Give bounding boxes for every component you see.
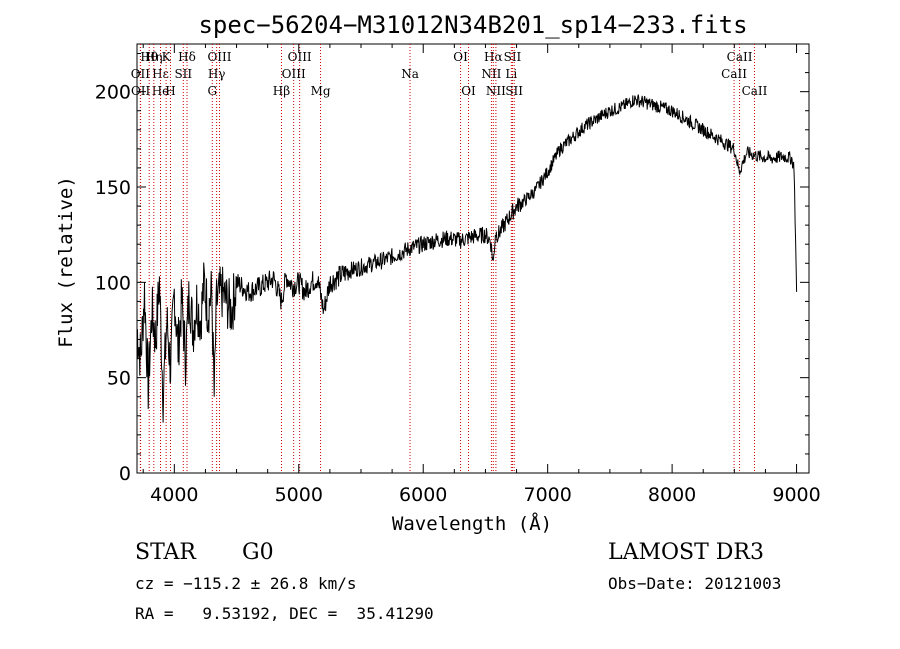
object-class: STAR [135, 540, 196, 565]
marker-label-10: OIII [207, 50, 231, 64]
marker-label-9: Hδ [178, 50, 196, 64]
x-axis-label: Wavelength (Å) [392, 512, 552, 535]
marker-label-18: OI [453, 50, 468, 64]
coordinates-readout: RA = 9.53192, DEC = 35.41290 [135, 604, 434, 623]
x-tick-label-1: 5000 [275, 484, 323, 506]
survey-name: LAMOST DR3 [608, 540, 764, 565]
marker-label-22: NII [486, 84, 506, 98]
marker-label-24: Li [505, 67, 517, 81]
marker-label-20: Hα [484, 50, 503, 64]
marker-label-7: H [165, 84, 175, 98]
y-tick-label-0: 0 [119, 463, 131, 485]
marker-label-2: OII [131, 84, 151, 98]
redshift-readout: cz = −115.2 ± 26.8 km/s [135, 574, 357, 593]
y-tick-label-4: 200 [95, 82, 131, 104]
y-axis-label: Flux (relative) [55, 176, 77, 348]
marker-label-6: K [162, 50, 172, 64]
y-tick-label-3: 150 [95, 177, 131, 199]
marker-label-19: OI [461, 84, 476, 98]
chart-title: spec−56204−M31012N34B201_sp14−233.fits [198, 11, 747, 39]
marker-label-16: Mg [311, 84, 331, 98]
marker-label-26: CaII [727, 50, 753, 64]
x-tick-label-3: 7000 [523, 484, 571, 506]
marker-label-11: Hγ [208, 67, 226, 81]
marker-label-8: SII [174, 67, 192, 81]
marker-label-21: NII [481, 67, 501, 81]
x-tick-label-2: 6000 [399, 484, 447, 506]
x-tick-label-0: 4000 [150, 484, 198, 506]
marker-label-14: OIII [288, 50, 312, 64]
marker-label-4: He [152, 84, 170, 98]
x-tick-label-5: 9000 [772, 484, 820, 506]
marker-label-12: G [207, 84, 217, 98]
flux-series-line [136, 94, 798, 423]
object-subclass: G0 [242, 540, 274, 565]
marker-label-27: CaII [721, 67, 747, 81]
observation-date: Obs−Date: 20121003 [608, 574, 782, 593]
marker-label-17: Na [401, 67, 419, 81]
marker-label-15: OIII [282, 67, 306, 81]
y-tick-label-2: 100 [95, 272, 131, 294]
plot-frame [136, 43, 810, 474]
x-tick-label-4: 8000 [648, 484, 696, 506]
marker-label-28: CaII [742, 84, 768, 98]
marker-label-25: SII [505, 84, 523, 98]
marker-label-5: Hη [145, 50, 163, 64]
marker-label-23: SII [504, 50, 522, 64]
y-tick-label-1: 50 [107, 368, 131, 390]
marker-label-13: Hβ [273, 84, 290, 98]
